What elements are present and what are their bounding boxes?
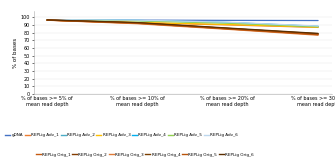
- Legend: REPLig Orig_1, REPLig Orig_2, REPLig Orig_3, REPLig Orig_4, REPLig Orig_5, REPLi: REPLig Orig_1, REPLig Orig_2, REPLig Ori…: [36, 153, 254, 157]
- Y-axis label: % of bases: % of bases: [13, 38, 18, 68]
- Legend: gDNA, REPLig Adv_1, REPLig Adv_2, REPLig Adv_3, REPLig Adv_4, REPLig Adv_5, REPL: gDNA, REPLig Adv_1, REPLig Adv_2, REPLig…: [5, 133, 238, 137]
